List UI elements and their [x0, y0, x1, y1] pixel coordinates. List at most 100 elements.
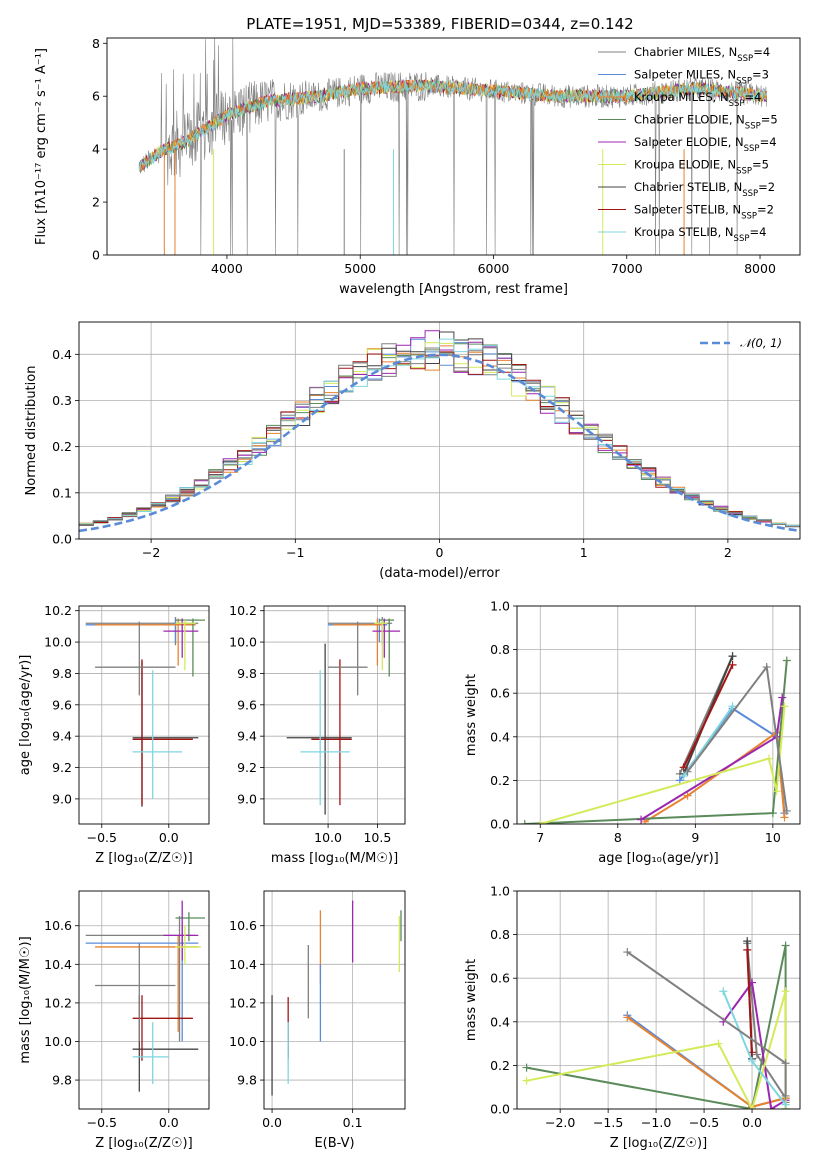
axes-frame: [78, 321, 801, 540]
legend-nssp-subscript: SSP: [736, 167, 752, 177]
legend-nssp-prefix: , N: [713, 90, 729, 104]
legend-entry: Chabrier ELODIE, NSSP=55: [634, 113, 778, 132]
ticks: −0.5 0.0 9.0 9.2 9.4 9.6 9.8 10.0 10.2: [44, 603, 179, 845]
estimate-errorbar: [175, 618, 205, 677]
legend-nssp-value: =2: [758, 180, 775, 194]
weight-line: [746, 949, 753, 1053]
legend-nssp-prefix: , N: [726, 180, 742, 194]
grid: [264, 891, 405, 1109]
weight-marker: [728, 660, 737, 669]
legend-nssp-subscript: SSP: [734, 234, 750, 244]
legend-nssp-subscript: SSP: [729, 99, 745, 109]
weight-marker: [782, 806, 791, 815]
weight-marker: [743, 937, 752, 946]
y-axis-label: mass [log₁₀(M/M☉)]: [18, 936, 33, 1063]
weight-line: [540, 706, 786, 824]
weight-marker: [772, 787, 781, 796]
weight-marker: [520, 820, 529, 824]
x-axis-label: (data-model)/error: [379, 566, 500, 581]
legend-model-name: Salpeter ELODIE: [634, 135, 728, 149]
x-tick-label: 9: [691, 830, 699, 845]
weight-marker: [781, 987, 790, 996]
y-tick-label: 0.3: [52, 393, 72, 408]
legend-model-name: Salpeter MILES: [634, 68, 720, 82]
ticks: −0.5 0.0 9.8 10.0 10.2 10.4 10.6: [44, 918, 179, 1130]
weight-marker: [522, 1063, 531, 1072]
estimate-errorbar: [132, 995, 193, 1061]
x-tick-label: 2: [724, 545, 732, 560]
legend-model-name: Kroupa STELIB: [634, 225, 718, 239]
y-tick-label: 10.0: [44, 635, 72, 650]
ticks: 7 8 9 10 0.0 0.2 0.4 0.6 0.8 1.0: [490, 599, 781, 846]
weight-marker: [781, 1100, 790, 1109]
age-vs-mass-panel: 10.0 10.5 9.0 9.2 9.4 9.6 9.8 10.0 10.2 mass [log…: [229, 603, 406, 866]
weight-marker: [748, 1057, 757, 1066]
axes-frame: [78, 605, 210, 825]
plot-area: [271, 900, 402, 1096]
axes-frame: [263, 605, 406, 825]
weight-marker: [679, 772, 688, 781]
legend-nssp-subscript: SSP: [742, 189, 758, 199]
estimate-errorbar: [374, 620, 388, 671]
y-tick-label: 10.6: [229, 918, 257, 933]
legend-nssp-value: =4: [753, 45, 770, 59]
y-tick-label: 6: [92, 89, 100, 104]
model-spectrum-line: [138, 79, 768, 172]
plot-area: [520, 652, 791, 824]
estimate-errorbar: [311, 659, 352, 806]
estimate-errorbar: [379, 618, 395, 677]
estimate-errorbar: [132, 670, 183, 799]
y-axis-label: Flux [fλ10⁻¹⁷ erg cm⁻² s⁻¹ A⁻¹]: [34, 48, 49, 245]
axes-frame: [516, 605, 801, 825]
x-tick-label: 4000: [211, 261, 243, 276]
y-tick-label: 0.4: [490, 729, 510, 744]
plot-area: [85, 900, 205, 1092]
x-tick-label: −0.5: [689, 1115, 719, 1130]
y-tick-label: 9.0: [237, 791, 257, 806]
y-tick-label: 0.0: [490, 1102, 510, 1117]
y-tick-label: 10.0: [229, 635, 257, 650]
y-tick-label: 10.4: [229, 957, 257, 972]
y-tick-label: 1.0: [490, 884, 510, 899]
grid: [79, 606, 209, 824]
y-tick-label: 9.6: [237, 697, 257, 712]
estimate-errorbar: [175, 925, 201, 965]
y-axis-label: mass weight: [464, 674, 479, 756]
weight-marker: [522, 1076, 531, 1085]
x-tick-label: 7: [536, 830, 544, 845]
legend-model-name: Kroupa ELODIE: [634, 158, 720, 172]
legend-nssp-subscript: SSP: [741, 212, 757, 222]
legend-entry: Chabrier STELIB, NSSP=22: [634, 180, 775, 199]
y-tick-label: 0.6: [490, 686, 510, 701]
weight-marker: [637, 815, 646, 824]
y-tick-label: 0.8: [490, 927, 510, 942]
weight-vs-age-panel: 7 8 9 10 0.0 0.2 0.4 0.6 0.8 1.0 age [log₁₀(age/yr…: [464, 599, 801, 866]
weight-marker: [780, 813, 789, 822]
legend-nssp-subscript: SSP: [745, 122, 761, 132]
legend-nssp-prefix: , N: [721, 45, 737, 59]
y-tick-label: 4: [92, 142, 100, 157]
x-axis-label: Z [log₁₀(Z/Z☉)]: [95, 1136, 192, 1151]
y-tick-label: 0.2: [52, 439, 72, 454]
legend-entry: Kroupa ELODIE, NSSP=55: [634, 158, 769, 177]
y-tick-label: 0.4: [52, 347, 72, 362]
legend-entry: Salpeter STELIB, NSSP=22: [634, 203, 774, 222]
x-tick-label: 0.0: [159, 1115, 179, 1130]
ticks: −2.0 −1.5 −1.0 −0.5 0.0 0.0 0.2 0.4 0.6 0.8 1.0: [490, 884, 762, 1131]
y-tick-label: 9.4: [237, 729, 257, 744]
y-tick-label: 10.6: [44, 918, 72, 933]
mass-vs-metallicity-panel: −0.5 0.0 9.8 10.0 10.2 10.4 10.6 Z [log₁₀(Z/Z☉)…: [18, 890, 210, 1151]
estimate-errorbar: [132, 659, 193, 806]
legend-entry: Chabrier MILES, NSSP=44: [634, 45, 770, 64]
plot-area: [138, 38, 768, 255]
legend-model-name: Salpeter STELIB: [634, 203, 725, 217]
y-tick-label: 10.4: [44, 957, 72, 972]
weight-line: [526, 991, 787, 1109]
plot-area: [286, 616, 401, 815]
weight-marker: [536, 820, 545, 824]
weight-marker: [623, 1013, 632, 1022]
legend-nssp-prefix: , N: [720, 68, 736, 82]
weight-line: [722, 980, 787, 1109]
x-axis-label: Z [log₁₀(Z/Z☉)]: [95, 851, 192, 866]
